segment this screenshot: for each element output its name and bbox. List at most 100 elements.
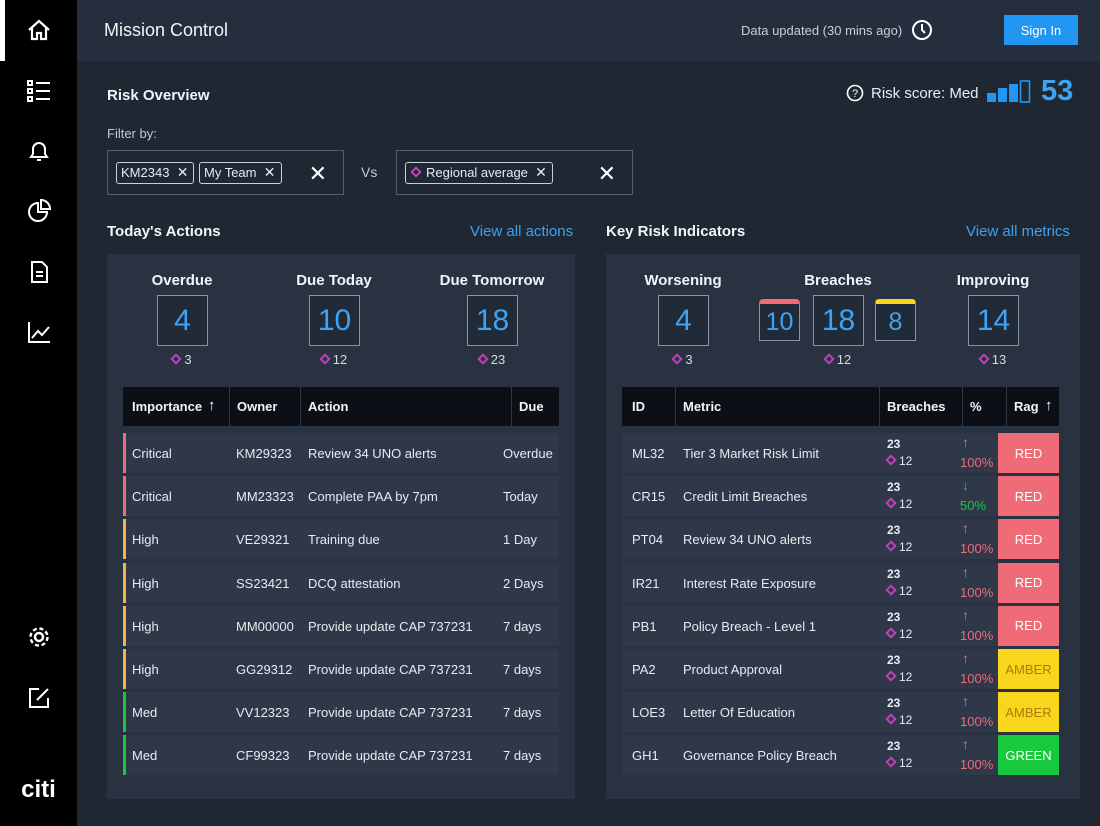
clear-button[interactable]: ✕ [597,161,616,186]
rag-status: RED [998,476,1059,517]
table-cell: DCQ attestation [308,575,401,591]
chip-remove[interactable]: ✕ [535,164,547,180]
table-row[interactable]: PB1 Policy Breach - Level 1 23 12 ↑ 100% RED [622,605,1059,646]
breach-delta: 12 [885,540,913,555]
filter-box[interactable]: ✕ Regional average ✕ [396,150,633,195]
table-row[interactable]: Critical MM23323 Complete PAA by 7pm Today [123,476,559,517]
table-cell: KM29323 [236,446,292,461]
percent: 100% [960,584,994,600]
table-row[interactable]: Med CF99323 Provide update CAP 737231 7 day… [123,735,559,776]
breach-delta: 12 [885,454,912,468]
delta-value: 12 [899,540,913,555]
table-cell: VE29321 [236,532,290,548]
summary-label: Breaches [804,272,872,289]
column-header[interactable]: % [970,399,982,414]
table-cell: High [132,575,159,591]
bell-icon[interactable] [26,138,52,164]
table-row[interactable]: PT04 Review 34 UNO alerts 23 12 ↑ 100% RED [622,519,1059,560]
view-all-link[interactable]: View all actions [470,223,574,240]
table-row[interactable]: High SS23421 DCQ attestation 2 Days [123,562,559,603]
table-cell: 7 days [503,748,542,764]
summary-value: 18 [467,295,518,346]
column-header[interactable]: Rag [1014,399,1039,414]
column-header[interactable]: Action [308,399,349,414]
table-cell: CF99323 [236,748,290,764]
rag-status: AMBER [998,649,1059,689]
table-row[interactable]: CR15 Credit Limit Breaches 23 12 ↓ 50% RED [622,476,1059,517]
home-icon[interactable] [26,17,52,43]
clear-button[interactable]: ✕ [308,161,327,186]
delta-value: 12 [899,670,913,684]
table-cell: 1 Day [503,532,537,548]
table-row[interactable]: High MM00000 Provide update CAP 737231 7 da… [123,605,559,646]
sign-in-button[interactable]: Sign In [1004,15,1078,45]
column-header[interactable]: ID [632,399,645,414]
breach-count: 23 [887,653,901,667]
edit-icon[interactable] [26,685,52,711]
list-icon[interactable] [26,78,52,104]
rag-status: RED [998,605,1059,646]
column-header[interactable]: Due [519,399,544,414]
delta-value: 12 [899,756,913,771]
column-divider [962,387,963,426]
filter-chip[interactable]: Regional average ✕ [405,162,553,184]
chip-text: My Team [204,165,257,180]
pie-icon[interactable] [26,198,52,224]
diamond-icon [885,670,897,682]
summary-delta: 12 [304,352,364,367]
column-header[interactable]: Breaches [887,399,946,414]
filter-box[interactable]: ✕ KM2343 ✕ My Team ✕ [107,150,344,195]
risk-score-label: Risk score: Med [871,85,979,102]
table-row[interactable]: PA2 Product Approval 23 12 ↑ 100% AMBER [622,649,1059,689]
diamond-icon [885,713,897,725]
delta-value: 3 [184,352,192,367]
sort-arrow: ↑ [208,397,216,414]
help-icon[interactable]: ? [846,84,864,102]
table-cell: 2 Days [503,575,544,591]
chip-remove[interactable]: ✕ [176,164,189,180]
table-cell: Policy Breach - Level 1 [683,618,816,634]
table-row[interactable]: GH1 Governance Policy Breach 23 12 ↑ 100% GREE… [622,735,1059,776]
table-cell: Credit Limit Breaches [683,489,808,505]
view-all-link[interactable]: View all metrics [966,223,1070,240]
percent: 50% [960,498,987,514]
table-cell: Governance Policy Breach [683,748,837,764]
table-cell: LOE3 [632,705,666,721]
table-row[interactable]: ML32 Tier 3 Market Risk Limit 23 12 ↑ 100% RED [622,433,1059,473]
column-header[interactable]: Metric [683,399,722,414]
svg-text:?: ? [852,88,858,100]
delta-value: 12 [836,352,852,367]
delta-value: 12 [899,626,913,641]
column-header[interactable]: Owner [237,399,278,414]
column-header[interactable]: Importance [132,399,203,414]
column-divider [511,387,512,426]
table-row[interactable]: Med VV12323 Provide update CAP 737231 7 day… [123,692,559,733]
chip-remove[interactable]: ✕ [263,164,276,180]
importance-indicator [123,692,126,733]
breach-delta: 12 [885,497,912,511]
filter-chip[interactable]: My Team ✕ [199,162,282,184]
diamond-icon [823,353,835,365]
diamond-icon [885,454,897,466]
table-row[interactable]: High GG29312 Provide update CAP 737231 7 da… [123,649,559,689]
filter-chip[interactable]: KM2343 ✕ [116,162,195,184]
table-cell: PT04 [632,532,664,548]
table-row[interactable]: LOE3 Letter Of Education 23 12 ↑ 100% AMBER [622,692,1059,733]
table-cell: GH1 [632,748,659,764]
summary-delta: 13 [963,352,1023,367]
table-row[interactable]: High VE29321 Training due 1 Day [123,519,559,560]
table-row[interactable]: Critical KM29323 Review 34 UNO alerts Overd… [123,433,559,473]
document-icon[interactable] [26,259,52,285]
header: Mission Control Data updated (30 mins ag… [77,0,1100,61]
table-cell: 7 days [503,618,542,634]
rag-status: GREEN [998,735,1059,776]
settings-icon[interactable] [26,624,52,650]
table-row[interactable]: IR21 Interest Rate Exposure 23 12 ↑ 100% RED [622,562,1059,603]
table-cell: IR21 [632,575,660,591]
table-cell: MM00000 [236,618,294,634]
table-cell: Provide update CAP 737231 [308,748,473,764]
vs-label: Vs [361,164,378,180]
chart-icon[interactable] [26,319,52,345]
chip-text: Regional average [426,165,528,180]
